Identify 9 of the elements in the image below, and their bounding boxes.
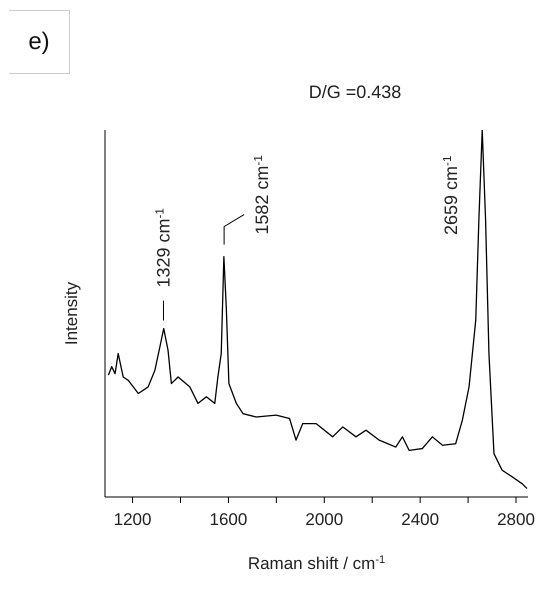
text: e) [28,28,50,56]
x-tick-label: 2000 [305,510,344,530]
x-axis-title: Raman shift / cm$^{-1}$ [248,554,386,573]
x-tick-label: 1600 [210,510,248,530]
x-tick-label: 1200 [114,510,152,530]
chart-title: D/G =0.438 [308,82,402,102]
x-tick-label: 2400 [401,510,440,530]
y-axis-title: Intensity [62,281,81,346]
x-tick-label: 2800 [497,510,535,530]
